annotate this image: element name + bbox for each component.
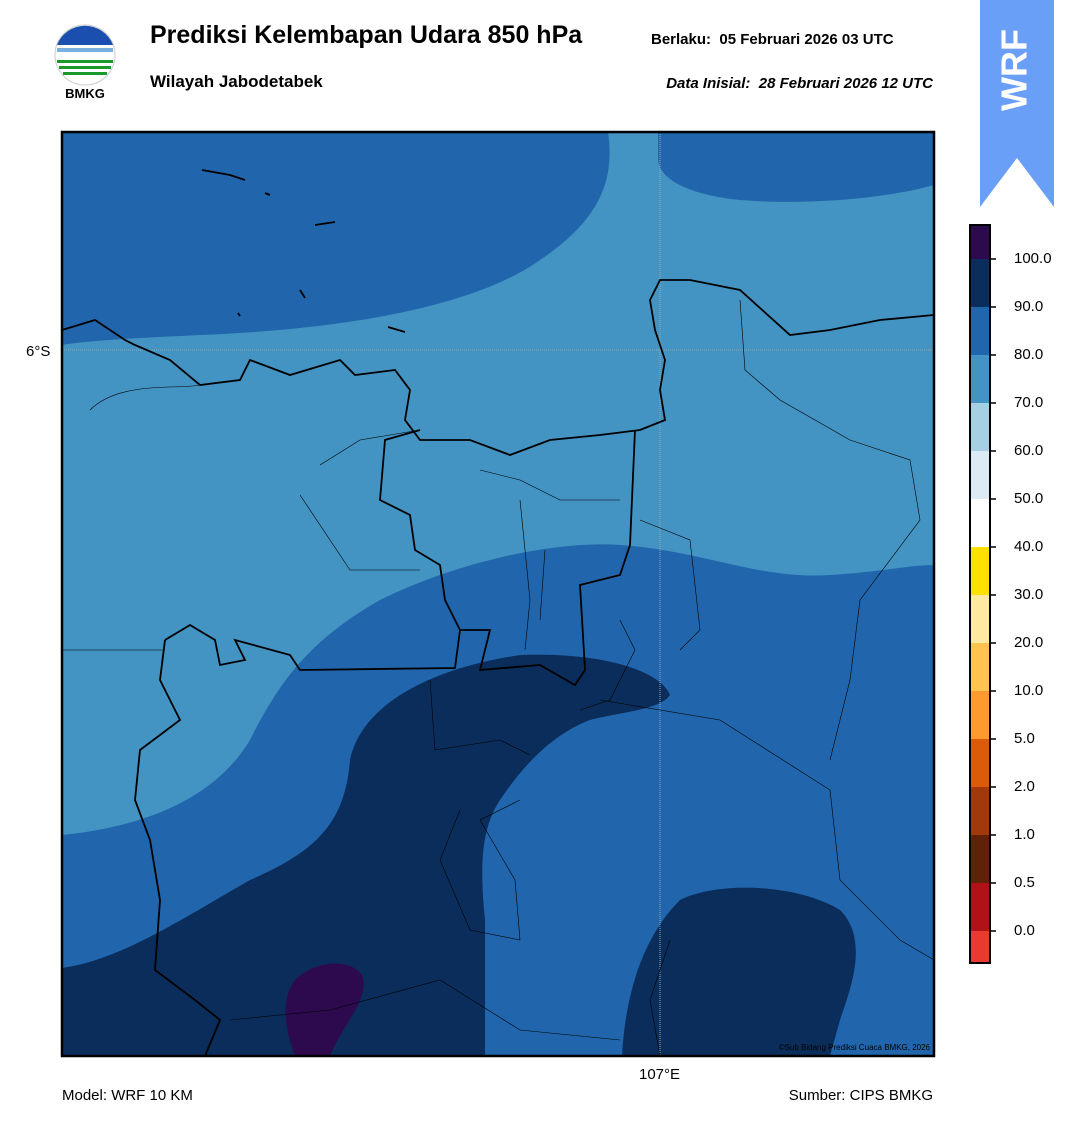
colorbar-tick-label: 10.0 bbox=[1014, 682, 1043, 699]
colorbar-segment bbox=[970, 403, 990, 451]
colorbar-tick-label: 5.0 bbox=[1014, 730, 1035, 747]
colorbar-tick-label: 90.0 bbox=[1014, 298, 1043, 315]
map: ©Sub Bidang Prediksi Cuaca BMKG, 2026 bbox=[60, 130, 936, 1058]
colorbar-segment bbox=[970, 643, 990, 691]
colorbar-segment bbox=[970, 595, 990, 643]
colorbar-segment bbox=[970, 547, 990, 595]
colorbar-tick-label: 0.0 bbox=[1014, 922, 1035, 939]
colorbar-tick-label: 70.0 bbox=[1014, 394, 1043, 411]
colorbar-tick-label: 100.0 bbox=[1014, 250, 1052, 267]
colorbar-segment bbox=[970, 451, 990, 499]
lon-label: 107°E bbox=[639, 1066, 681, 1083]
colorbar-tick-label: 40.0 bbox=[1014, 538, 1043, 555]
map-credit: ©Sub Bidang Prediksi Cuaca BMKG, 2026 bbox=[779, 1043, 931, 1052]
colorbar-tick-label: 2.0 bbox=[1014, 778, 1035, 795]
valid-time: Berlaku: 05 Februari 2026 03 UTC bbox=[651, 31, 894, 48]
colorbar-segment bbox=[970, 355, 990, 403]
bmkg-logo: BMKG bbox=[54, 24, 116, 101]
colorbar-tick-label: 20.0 bbox=[1014, 634, 1043, 651]
colorbar-segment bbox=[970, 883, 990, 931]
wrf-badge: WRF bbox=[980, 0, 1054, 207]
colorbar-tick-label: 30.0 bbox=[1014, 586, 1043, 603]
colorbar: 100.0 90.0 80.0 70.0 60.0 50.0 40.0 30.0 20.0 10.… bbox=[969, 224, 1052, 964]
model-label: Model: WRF 10 KM bbox=[62, 1087, 193, 1104]
colorbar-frame bbox=[969, 224, 991, 964]
init-time: Data Inisial: 28 Februari 2026 12 UTC bbox=[666, 75, 933, 92]
colorbar-segment bbox=[970, 307, 990, 355]
colorbar-segment bbox=[970, 835, 990, 883]
title: Prediksi Kelembapan Udara 850 hPa bbox=[150, 21, 583, 49]
colorbar-tick-label: 0.5 bbox=[1014, 874, 1035, 891]
colorbar-tick-label: 50.0 bbox=[1014, 490, 1043, 507]
colorbar-tick-label: 80.0 bbox=[1014, 346, 1043, 363]
colorbar-segment bbox=[970, 787, 990, 835]
colorbar-segment bbox=[970, 499, 990, 547]
badge-label: WRF bbox=[994, 29, 1035, 111]
colorbar-tick-label: 60.0 bbox=[1014, 442, 1043, 459]
colorbar-segment bbox=[970, 691, 990, 739]
colorbar-segment bbox=[970, 259, 990, 307]
logo-label: BMKG bbox=[65, 86, 105, 101]
lat-label: 6°S bbox=[26, 343, 51, 360]
colorbar-segment bbox=[970, 931, 990, 963]
colorbar-segment bbox=[970, 225, 990, 259]
colorbar-segment bbox=[970, 739, 990, 787]
source-label: Sumber: CIPS BMKG bbox=[788, 1087, 933, 1104]
colorbar-tick-label: 1.0 bbox=[1014, 826, 1035, 843]
subtitle: Wilayah Jabodetabek bbox=[150, 72, 323, 91]
